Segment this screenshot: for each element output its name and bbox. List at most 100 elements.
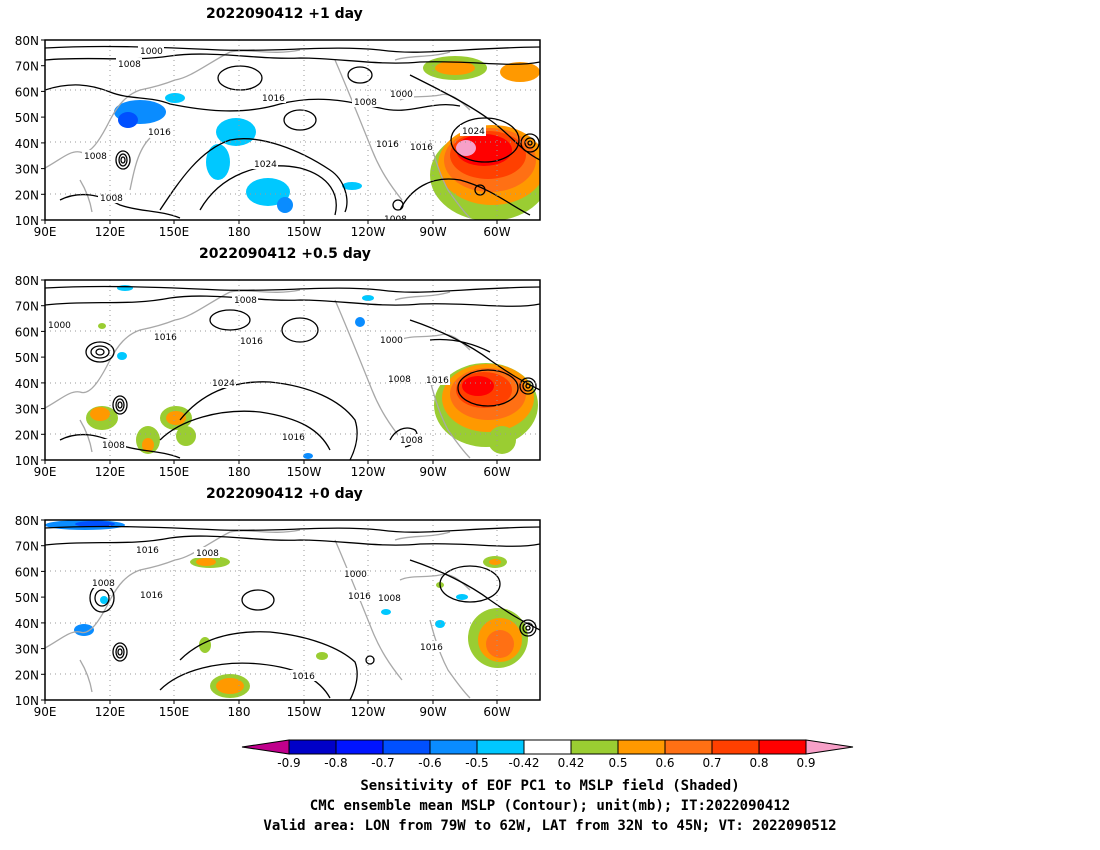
colorbar-tick-label: 0.8 (749, 756, 768, 770)
panel-2-title: 2022090412 +0.5 day (199, 246, 371, 262)
gridlines (45, 40, 540, 220)
map-panel-3: 1016 1008 1008 1016 1000 1016 1008 1016 … (45, 520, 540, 700)
footer-line-2: CMC ensemble mean MSLP (Contour); unit(m… (309, 798, 791, 814)
colorbar-tick-label: -0.5 (465, 756, 488, 770)
svg-text:180: 180 (228, 225, 251, 239)
svg-text:60W: 60W (483, 705, 510, 719)
svg-text:60N: 60N (15, 85, 39, 99)
svg-text:30N: 30N (15, 643, 39, 657)
svg-text:80N: 80N (15, 274, 39, 288)
gridlines (45, 280, 540, 460)
svg-text:90E: 90E (34, 465, 57, 479)
colorbar-tick-label: 0.5 (608, 756, 627, 770)
svg-text:1008: 1008 (118, 60, 141, 70)
svg-text:1008: 1008 (92, 579, 115, 589)
svg-text:1016: 1016 (292, 672, 315, 682)
svg-text:1016: 1016 (262, 94, 285, 104)
colorbar-tick-label: -0.9 (277, 756, 300, 770)
svg-text:1016: 1016 (410, 143, 433, 153)
svg-text:1008: 1008 (400, 436, 423, 446)
svg-text:1000: 1000 (140, 47, 163, 57)
svg-text:1016: 1016 (240, 337, 263, 347)
lon-labels: 90E 120E 150E 180 150W 120W 90W 60W (34, 225, 511, 239)
svg-text:150W: 150W (287, 465, 322, 479)
svg-text:40N: 40N (15, 617, 39, 631)
colorbar-tick-label: 0.42 (558, 756, 585, 770)
svg-text:1016: 1016 (426, 376, 449, 386)
svg-text:1016: 1016 (282, 433, 305, 443)
shading-positive (86, 323, 538, 454)
svg-text:50N: 50N (15, 111, 39, 125)
colorbar (241, 739, 854, 755)
panel-1-title: 2022090412 +1 day (206, 6, 363, 22)
map-frame (44, 519, 541, 701)
svg-text:20N: 20N (15, 668, 39, 682)
shading-negative (45, 520, 468, 636)
colorbar-swatch (523, 739, 572, 755)
contour-labels: 1000 1008 1008 1016 1008 1008 1024 1008 … (82, 45, 486, 225)
svg-text:80N: 80N (15, 514, 39, 528)
svg-text:150W: 150W (287, 225, 322, 239)
svg-text:1008: 1008 (100, 194, 123, 204)
colorbar-swatch (429, 739, 478, 755)
svg-text:180: 180 (228, 465, 251, 479)
svg-text:1016: 1016 (420, 643, 443, 653)
panel-3-title: 2022090412 +0 day (206, 486, 363, 502)
svg-text:10N: 10N (15, 694, 39, 708)
svg-text:120W: 120W (351, 705, 386, 719)
colorbar-tick-label: -0.6 (418, 756, 441, 770)
map-panel-2: 1008 1000 1016 1016 1024 1000 1008 1016 … (45, 280, 540, 460)
svg-text:10N: 10N (15, 214, 39, 228)
svg-text:1016: 1016 (376, 140, 399, 150)
svg-text:50N: 50N (15, 351, 39, 365)
colorbar-swatch (335, 739, 384, 755)
footer-line-3: Valid area: LON from 79W to 62W, LAT fro… (263, 818, 837, 834)
colorbar-tick-label: 0.7 (702, 756, 721, 770)
colorbar-labels: -0.9 -0.8 -0.7 -0.6 -0.5 -0.42 0.42 0.5 0.6 0.7 0.… (277, 756, 815, 770)
colorbar-tick-label: -0.8 (324, 756, 347, 770)
gridlines (45, 520, 540, 700)
lon-labels: 90E 120E 150E 180 150W 120W 90W 60W (34, 705, 511, 719)
svg-text:1000: 1000 (390, 90, 413, 100)
tick-marks (41, 39, 498, 224)
coastlines (45, 529, 471, 699)
colorbar-swatch (382, 739, 431, 755)
svg-text:120E: 120E (95, 465, 126, 479)
svg-text:30N: 30N (15, 163, 39, 177)
svg-text:180: 180 (228, 705, 251, 719)
svg-text:1008: 1008 (384, 215, 407, 225)
colorbar-swatch (758, 739, 807, 755)
colorbar-arrow-left (241, 739, 290, 755)
svg-text:80N: 80N (15, 34, 39, 48)
svg-text:1008: 1008 (388, 375, 411, 385)
svg-text:120W: 120W (351, 225, 386, 239)
svg-text:150W: 150W (287, 705, 322, 719)
mslp-contours (45, 45, 540, 219)
colorbar-arrow-right (805, 739, 854, 755)
svg-text:90W: 90W (419, 465, 446, 479)
svg-text:1008: 1008 (234, 296, 257, 306)
svg-text:70N: 70N (15, 60, 39, 74)
svg-text:10N: 10N (15, 454, 39, 468)
svg-text:1016: 1016 (348, 592, 371, 602)
colorbar-swatch (617, 739, 666, 755)
tick-marks (41, 279, 498, 464)
colorbar-tick-label: -0.7 (371, 756, 394, 770)
svg-text:1016: 1016 (154, 333, 177, 343)
svg-text:60W: 60W (483, 225, 510, 239)
svg-text:70N: 70N (15, 540, 39, 554)
svg-text:40N: 40N (15, 137, 39, 151)
colorbar-swatch (570, 739, 619, 755)
contour-labels: 1016 1008 1008 1016 1000 1016 1008 1016 … (90, 544, 444, 682)
svg-text:1024: 1024 (254, 160, 277, 170)
svg-text:30N: 30N (15, 403, 39, 417)
svg-text:1008: 1008 (354, 98, 377, 108)
svg-text:150E: 150E (159, 465, 190, 479)
svg-text:150E: 150E (159, 705, 190, 719)
colorbar-tick-label: 0.6 (655, 756, 674, 770)
shading-positive (190, 556, 528, 698)
svg-text:150E: 150E (159, 225, 190, 239)
svg-text:1000: 1000 (48, 321, 71, 331)
colorbar-tick-label: -0.42 (508, 756, 539, 770)
